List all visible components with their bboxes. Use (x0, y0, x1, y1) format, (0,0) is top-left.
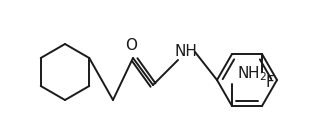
Text: NH$_2$: NH$_2$ (237, 65, 267, 83)
Text: O: O (125, 38, 137, 53)
Text: NH: NH (175, 44, 197, 60)
Text: F: F (266, 75, 275, 89)
